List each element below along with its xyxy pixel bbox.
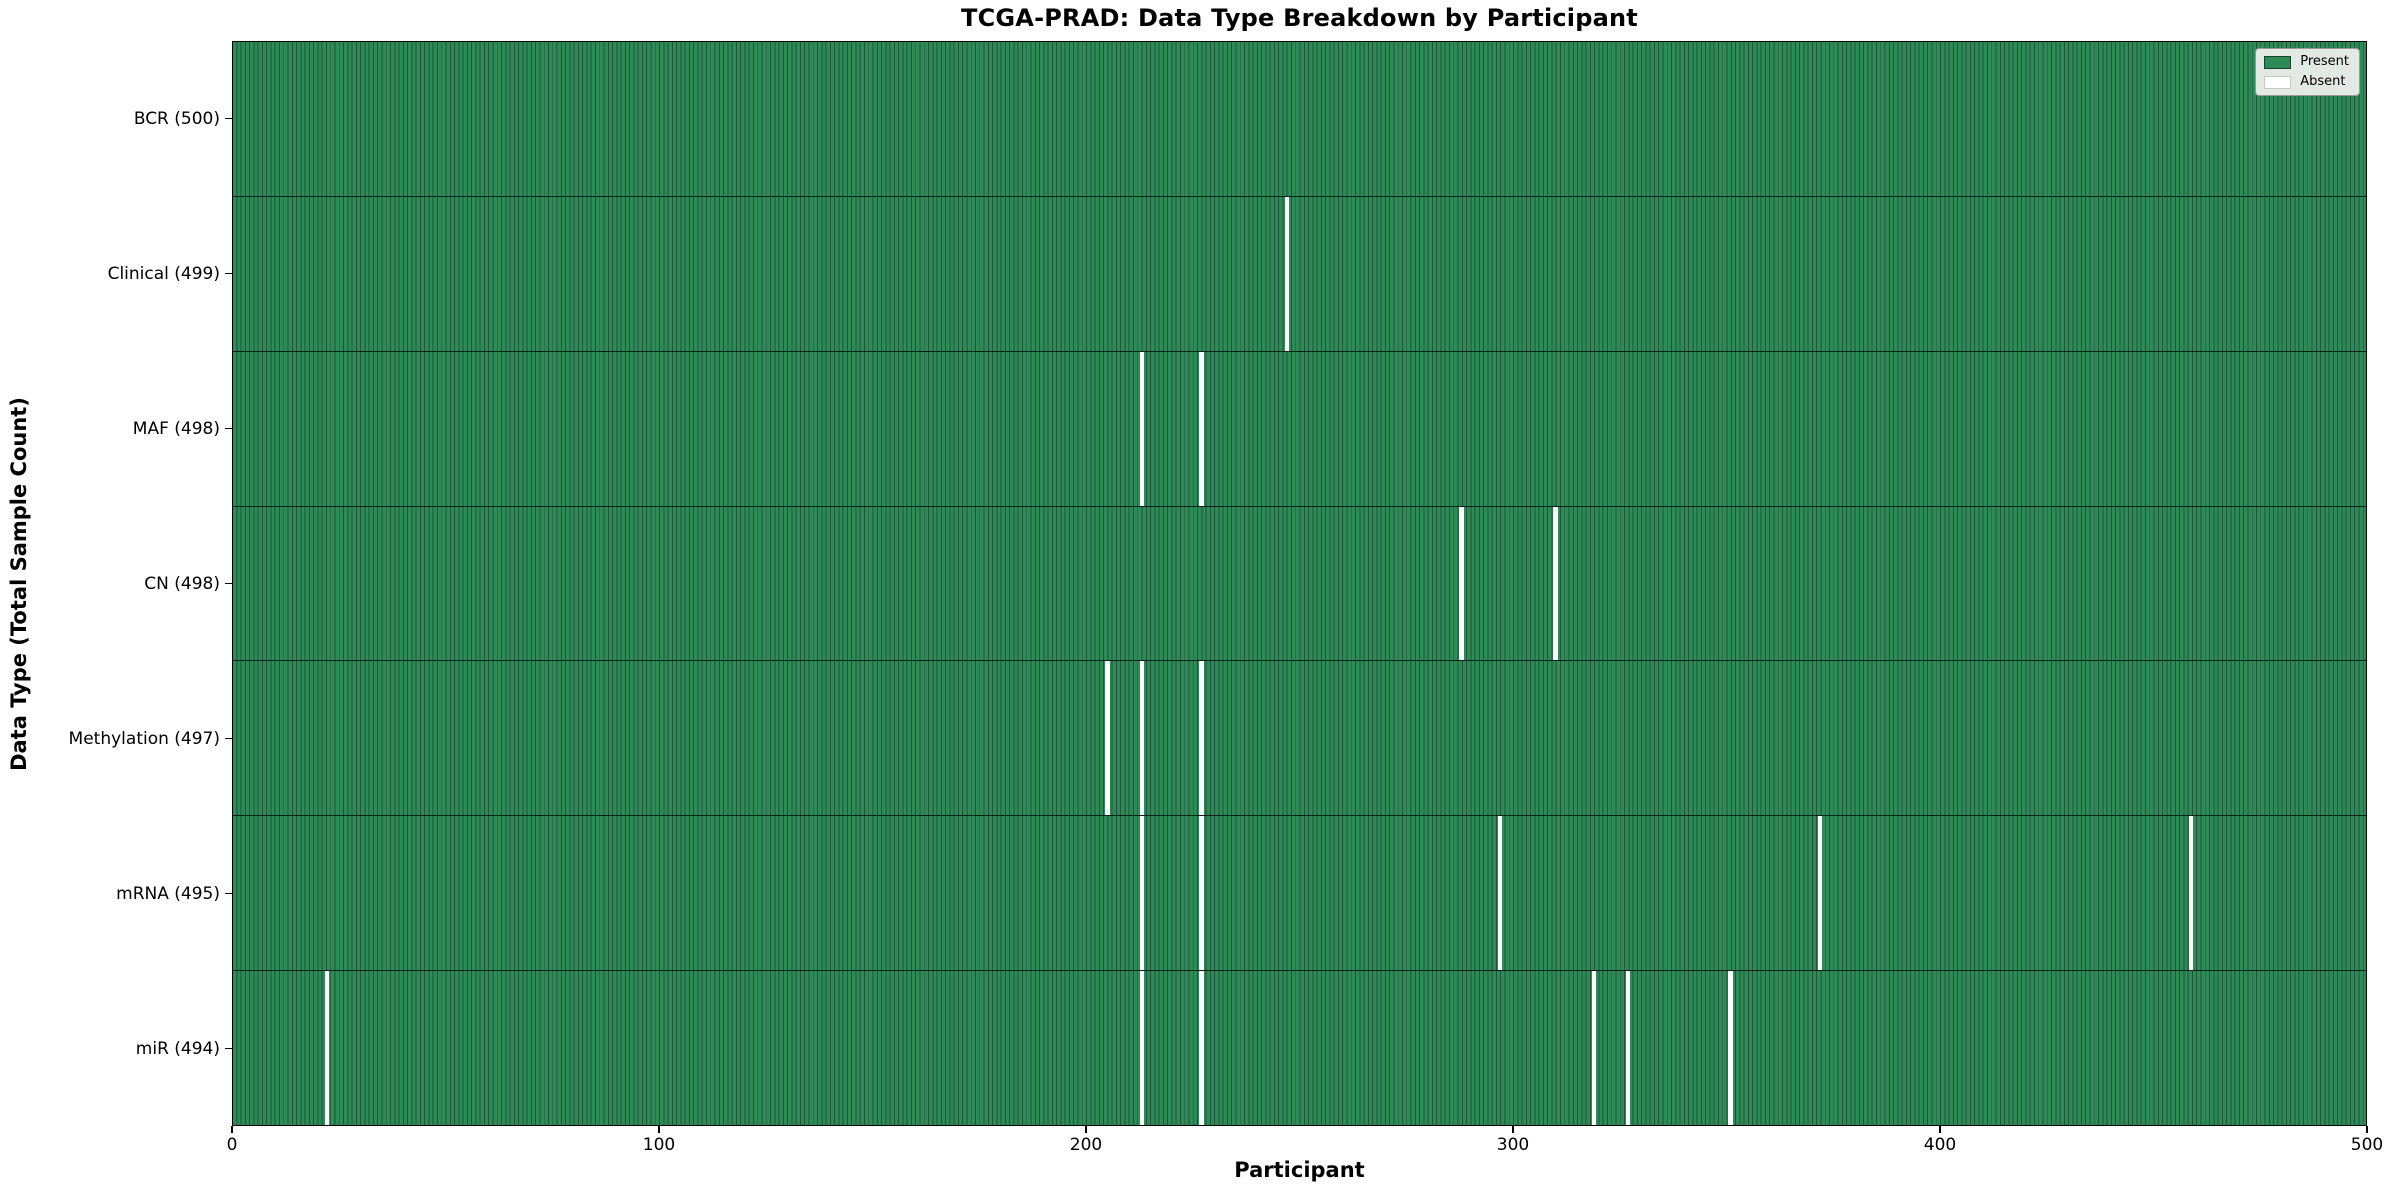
y-tick-label-mir: miR (494) bbox=[135, 1038, 220, 1059]
absent-marker bbox=[1139, 661, 1144, 816]
row-band-clinical bbox=[233, 195, 2366, 351]
row-band-bcr bbox=[233, 42, 2366, 196]
y-tick-mark bbox=[225, 582, 232, 585]
absent-marker bbox=[1139, 816, 1144, 971]
legend-swatch-absent-icon bbox=[2264, 75, 2292, 89]
row-band-maf bbox=[233, 350, 2366, 506]
x-tick-label-500: 500 bbox=[2350, 1135, 2384, 1155]
y-tick-mark bbox=[225, 117, 232, 120]
y-tick-label-bcr: BCR (500) bbox=[133, 108, 220, 129]
chart-title: TCGA-PRAD: Data Type Breakdown by Partic… bbox=[961, 4, 1638, 32]
x-tick-mark bbox=[1939, 1126, 1941, 1133]
x-axis-title: Participant bbox=[1234, 1158, 1365, 1182]
x-tick-label-300: 300 bbox=[1496, 1135, 1530, 1155]
row-band-mir bbox=[233, 970, 2366, 1126]
legend-item-absent: Absent bbox=[2264, 75, 2349, 89]
x-tick-labels: 0 100 200 300 400 500 bbox=[227, 1126, 2383, 1166]
absent-marker bbox=[1199, 351, 1204, 506]
absent-marker bbox=[1459, 506, 1464, 661]
y-tick-labels: BCR (500) Clinical (499) MAF (498) CN (498)… bbox=[0, 41, 232, 1126]
legend-item-present: Present bbox=[2264, 55, 2349, 69]
absent-marker bbox=[1139, 971, 1144, 1126]
x-tick-mark bbox=[1085, 1126, 1087, 1133]
y-tick-mark bbox=[225, 892, 232, 895]
legend-label-absent: Absent bbox=[2300, 74, 2346, 89]
x-tick-mark bbox=[231, 1126, 233, 1133]
absent-marker bbox=[1591, 971, 1596, 1126]
absent-marker bbox=[1284, 196, 1289, 351]
y-tick-label-maf: MAF (498) bbox=[132, 418, 220, 439]
x-tick-label-400: 400 bbox=[1923, 1135, 1957, 1155]
y-tick-mark bbox=[225, 1047, 232, 1050]
absent-marker bbox=[324, 971, 329, 1126]
y-tick-label-methylation: Methylation (497) bbox=[68, 728, 220, 749]
row-band-cn bbox=[233, 505, 2366, 661]
y-tick-mark bbox=[225, 272, 232, 275]
y-tick-mark bbox=[225, 427, 232, 430]
y-tick-label-clinical: Clinical (499) bbox=[107, 263, 220, 284]
x-tick-label-100: 100 bbox=[642, 1135, 676, 1155]
absent-marker bbox=[1139, 351, 1144, 506]
row-band-mrna bbox=[233, 815, 2366, 971]
legend-label-present: Present bbox=[2300, 54, 2349, 69]
legend-swatch-present-icon bbox=[2264, 55, 2292, 69]
absent-marker bbox=[1728, 971, 1733, 1126]
absent-marker bbox=[1199, 816, 1204, 971]
x-tick-mark bbox=[658, 1126, 660, 1133]
absent-marker bbox=[1497, 816, 1503, 971]
absent-marker bbox=[1199, 971, 1204, 1126]
x-tick-label-0: 0 bbox=[226, 1135, 238, 1155]
y-tick-label-mrna: mRNA (495) bbox=[116, 883, 220, 904]
absent-marker bbox=[1105, 661, 1110, 816]
x-tick-label-200: 200 bbox=[1069, 1135, 1103, 1155]
y-tick-mark bbox=[225, 737, 232, 740]
y-tick-label-cn: CN (498) bbox=[144, 573, 220, 594]
absent-marker bbox=[1199, 661, 1204, 816]
legend: Present Absent bbox=[2255, 48, 2360, 96]
absent-marker bbox=[1553, 506, 1558, 661]
x-tick-mark bbox=[1512, 1126, 1514, 1133]
plot-area: Present Absent bbox=[232, 41, 2367, 1126]
row-band-methylation bbox=[233, 660, 2366, 816]
absent-marker bbox=[2188, 816, 2194, 971]
absent-marker bbox=[1817, 816, 1823, 971]
y-tick-marks bbox=[0, 41, 232, 1126]
absent-marker bbox=[1625, 971, 1631, 1126]
x-tick-mark bbox=[2366, 1126, 2368, 1133]
